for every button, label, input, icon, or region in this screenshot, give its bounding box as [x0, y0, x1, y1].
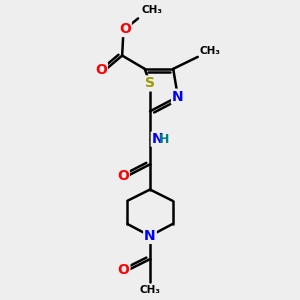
Text: N: N: [144, 229, 156, 243]
Text: CH₃: CH₃: [141, 5, 162, 15]
Text: CH₃: CH₃: [140, 285, 160, 295]
Text: O: O: [117, 169, 129, 183]
Text: N: N: [151, 132, 163, 146]
Text: N: N: [172, 90, 184, 104]
Text: O: O: [118, 263, 129, 278]
Text: CH₃: CH₃: [199, 46, 220, 56]
Text: H: H: [159, 133, 170, 146]
Text: S: S: [145, 76, 155, 90]
Text: O: O: [119, 22, 131, 36]
Text: O: O: [95, 63, 107, 77]
